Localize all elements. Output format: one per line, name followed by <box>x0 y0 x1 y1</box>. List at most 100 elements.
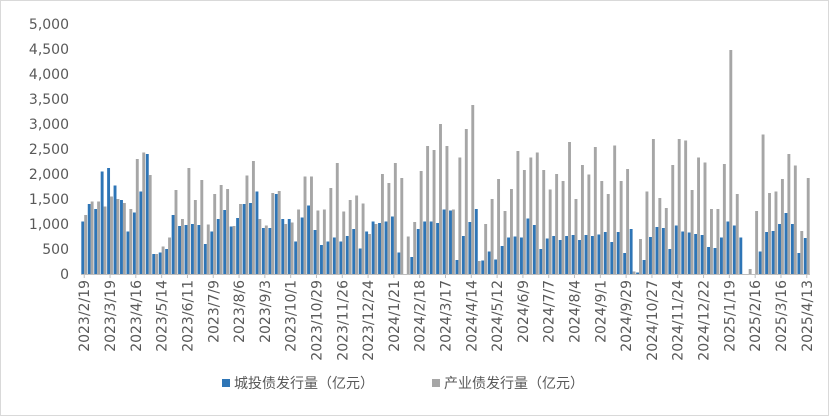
bar <box>677 139 681 274</box>
x-tick-label: 2024/8/4 <box>568 280 584 343</box>
bar <box>148 175 152 274</box>
bar <box>681 231 685 274</box>
bar <box>449 210 452 274</box>
bar <box>510 189 513 274</box>
bar <box>574 199 578 274</box>
bar <box>239 204 242 274</box>
bar <box>348 200 352 274</box>
bar <box>542 170 546 274</box>
bar <box>436 223 440 274</box>
bar <box>768 193 771 274</box>
bar <box>268 228 272 274</box>
bar <box>297 209 301 274</box>
bar <box>100 171 104 274</box>
bar <box>474 209 478 274</box>
y-tick-label: 0 <box>60 267 69 283</box>
bar <box>122 203 126 274</box>
bar <box>774 191 778 274</box>
bar <box>780 179 784 274</box>
bar <box>342 211 346 274</box>
bar <box>245 175 249 274</box>
bar <box>597 234 601 274</box>
bar <box>410 257 414 274</box>
y-tick-label: 4,000 <box>29 67 69 83</box>
bar <box>613 145 617 274</box>
bar-series-1 <box>84 50 810 274</box>
bar <box>380 174 384 274</box>
bar <box>358 248 362 274</box>
bar <box>739 237 743 274</box>
bar <box>413 222 417 274</box>
bar <box>571 235 575 274</box>
bar <box>310 176 313 274</box>
bar <box>432 150 436 274</box>
bar <box>610 242 614 274</box>
bar <box>329 188 333 274</box>
bar <box>561 181 565 274</box>
bar <box>651 139 655 274</box>
bar <box>178 226 181 274</box>
x-tick-label: 2024/2/18 <box>413 280 429 352</box>
bar <box>619 181 623 274</box>
y-tick-label: 3,500 <box>29 92 69 108</box>
bar <box>171 215 175 274</box>
bar <box>300 217 304 274</box>
bar <box>603 232 607 274</box>
x-tick-label: 2023/8/6 <box>232 280 248 343</box>
bar <box>97 201 101 274</box>
bar <box>197 225 201 274</box>
bar <box>732 225 736 274</box>
bar <box>806 178 810 274</box>
bar <box>442 209 446 274</box>
bar <box>468 222 472 274</box>
bar <box>226 189 230 274</box>
x-tick-label: 2025/1/19 <box>722 280 738 352</box>
bar <box>722 164 726 274</box>
bar <box>251 161 255 274</box>
bar <box>361 203 365 274</box>
bar <box>378 223 381 274</box>
y-tick-label: 5,000 <box>29 17 69 33</box>
bar <box>655 227 659 274</box>
bar <box>242 204 246 274</box>
x-tick-label: 2024/5/12 <box>490 280 506 352</box>
bar <box>520 237 523 274</box>
bar <box>484 224 488 274</box>
bar <box>439 124 442 274</box>
bar <box>384 221 388 274</box>
bar <box>797 253 801 274</box>
legend-item-chanye: 产业债发行量（亿元） <box>432 376 584 392</box>
bar <box>500 246 504 274</box>
bar <box>626 169 630 274</box>
bar <box>339 241 343 274</box>
bar <box>249 203 252 274</box>
bar <box>555 174 559 274</box>
bar <box>790 224 794 274</box>
bar <box>616 232 620 274</box>
bar <box>497 179 501 274</box>
bar <box>271 193 275 274</box>
bar <box>332 237 336 274</box>
bar <box>187 168 191 274</box>
bar <box>529 157 533 274</box>
x-tick-label: 2023/12/24 <box>361 280 377 361</box>
bar <box>191 224 194 274</box>
bar <box>261 228 265 274</box>
bar <box>281 219 285 274</box>
bar <box>84 215 88 274</box>
bar <box>322 209 326 274</box>
bar <box>636 272 640 274</box>
bar <box>219 185 223 274</box>
y-tick-label: 2,000 <box>29 167 69 183</box>
bar <box>684 140 688 274</box>
bar <box>129 209 133 274</box>
bar <box>103 206 107 274</box>
bar <box>90 201 94 274</box>
bar <box>532 225 536 274</box>
bar <box>700 235 704 274</box>
x-tick-label: 2023/11/26 <box>335 280 351 361</box>
legend-label-chengtou: 城投债发行量（亿元） <box>234 376 374 392</box>
bar <box>548 189 552 274</box>
